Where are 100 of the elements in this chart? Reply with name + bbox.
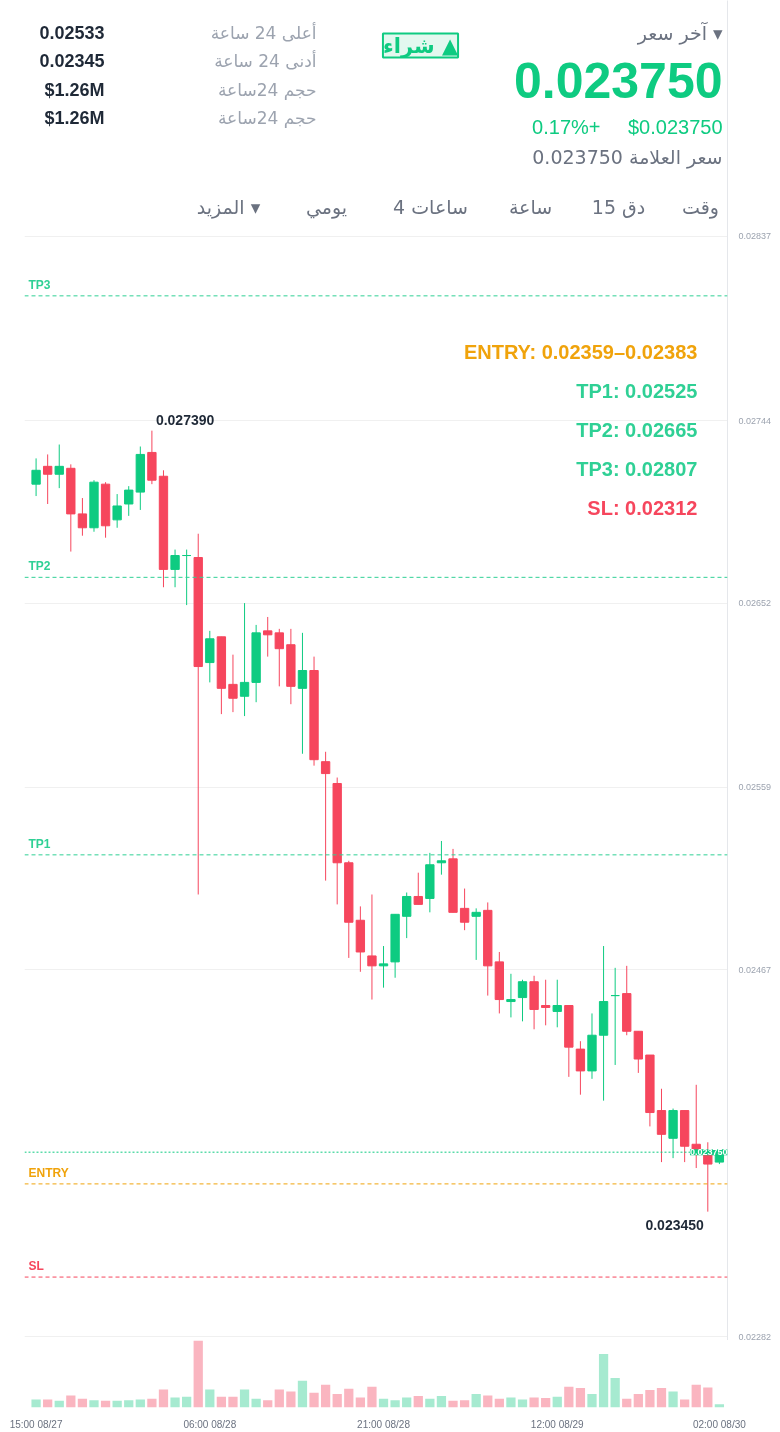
bar (610, 1378, 620, 1408)
candlestick (54, 444, 64, 489)
annotation: ENTRY: 0.02359–0.02383 (463, 340, 698, 363)
bar (355, 1397, 365, 1408)
annotation: حجم 24ساعة (217, 107, 317, 129)
candlestick (506, 973, 516, 1018)
x-tick-label: 21:00 08/28 (357, 1418, 411, 1430)
bar (170, 1397, 180, 1408)
bar (448, 1400, 458, 1408)
bar (471, 1394, 481, 1408)
annotation: حجم 24ساعة (217, 79, 317, 101)
bar (564, 1386, 574, 1408)
bar (529, 1397, 539, 1408)
x-tick-label: 06:00 08/28 (183, 1418, 237, 1430)
annotation: $1.26M (44, 107, 105, 128)
annotation: TP2: 0.02665 (576, 418, 698, 441)
bar (320, 1384, 331, 1408)
annotation: وقت (682, 195, 719, 219)
candlestick (170, 549, 180, 588)
bar (413, 1396, 423, 1408)
bar (367, 1386, 377, 1408)
annotation: 15 دق (591, 195, 646, 218)
bar (680, 1399, 690, 1408)
ref-line-label: TP2 (28, 559, 51, 574)
candlestick (378, 945, 389, 989)
bar (517, 1399, 528, 1408)
ref-line-label: 0.023750 (689, 1147, 728, 1158)
bar (402, 1397, 412, 1408)
bar (506, 1397, 516, 1408)
annotation: TP3: 0.02807 (576, 457, 698, 480)
bar (66, 1395, 76, 1408)
bar (158, 1389, 169, 1408)
bar (205, 1389, 215, 1408)
candlestick (471, 907, 481, 961)
ref-line-label: TP3 (28, 277, 51, 292)
y-tick-label: 0.02467 (738, 964, 772, 975)
candlestick (656, 1088, 667, 1163)
y-tick-label: 0.02282 (738, 1331, 772, 1342)
candlestick (402, 892, 412, 939)
bar (31, 1399, 41, 1408)
annotation: 0.02345 (39, 51, 105, 71)
bar (216, 1396, 227, 1408)
annotation: 0.027390 (155, 411, 215, 428)
y-tick-label: 0.02559 (738, 782, 772, 793)
bar (124, 1400, 134, 1408)
annotation: SL: 0.02312 (587, 496, 698, 519)
bar (43, 1399, 53, 1408)
bar (297, 1380, 308, 1408)
candlestick (112, 493, 122, 529)
ref-line-label: TP1 (28, 836, 51, 851)
bar (575, 1388, 586, 1408)
bar (656, 1388, 667, 1408)
bar (147, 1398, 157, 1408)
annotation: $1.26M (44, 79, 105, 100)
x-tick-label: 15:00 08/27 (9, 1418, 63, 1430)
annotation: أدنى 24 ساعة (214, 49, 317, 71)
candlestick (575, 1040, 586, 1096)
annotation: آخر سعر ▾ (636, 20, 723, 45)
annotation: 0.02533 (39, 23, 105, 43)
candlestick (552, 979, 562, 1028)
annotation: 0.023450 (645, 1216, 705, 1233)
candlestick (413, 872, 423, 905)
annotation: TP1: 0.02525 (576, 379, 698, 402)
bar (182, 1396, 192, 1408)
y-tick-label: 0.02837 (738, 231, 772, 242)
bar (645, 1390, 655, 1408)
bar (483, 1395, 493, 1408)
candlestick (320, 751, 331, 882)
bar (691, 1384, 701, 1408)
candlestick (205, 630, 215, 683)
x-tick-label: 12:00 08/29 (530, 1418, 585, 1430)
candlestick (31, 457, 41, 497)
bar (541, 1398, 551, 1408)
x-tick-label: 02:00 08/30 (692, 1418, 747, 1430)
bar (459, 1400, 470, 1408)
candlestick (436, 840, 447, 876)
bar (263, 1400, 273, 1408)
bar (286, 1391, 296, 1408)
candlestick (77, 497, 88, 537)
y-tick-label: 0.02652 (738, 598, 772, 609)
annotation: ساعة (508, 195, 553, 218)
bar (436, 1396, 447, 1408)
candlestick (541, 979, 551, 1026)
annotation: $0.023750 (627, 115, 723, 138)
bar (228, 1396, 238, 1408)
bar (274, 1389, 284, 1408)
bar (309, 1392, 319, 1408)
ref-line-label: ENTRY (28, 1165, 69, 1180)
annotation: يومي (305, 195, 348, 219)
candlestick (459, 888, 470, 931)
annotation: سعر العلامة 0.023750 (532, 145, 723, 169)
bar (251, 1398, 261, 1408)
annotation: 0.023750 (513, 53, 723, 109)
bar (239, 1389, 250, 1408)
annotation: أعلى 24 ساعة (210, 21, 317, 43)
bar (598, 1353, 609, 1408)
candlestick (228, 654, 238, 713)
y-tick-label: 0.02744 (738, 415, 772, 426)
bar (668, 1391, 678, 1408)
bar (344, 1388, 354, 1408)
